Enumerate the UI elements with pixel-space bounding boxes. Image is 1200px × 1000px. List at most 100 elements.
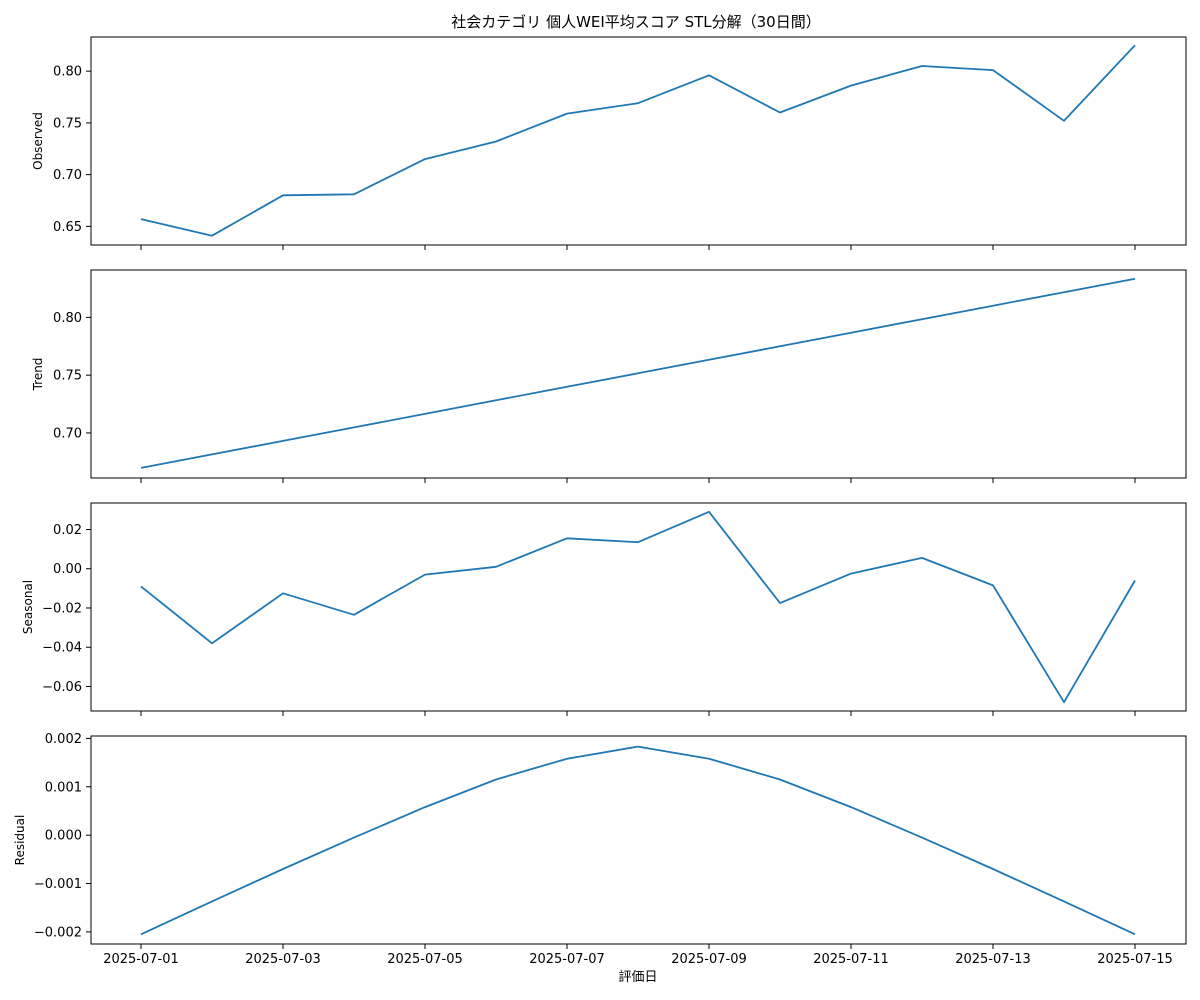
y-tick-label: 0.001 [45, 780, 82, 795]
axes-frame [90, 735, 1187, 945]
data-point [210, 234, 214, 238]
data-point [352, 425, 356, 429]
x-tick-label: 2025-07-15 [1097, 952, 1173, 967]
data-point [494, 398, 498, 402]
data-point [565, 757, 569, 761]
data-point [707, 73, 711, 77]
x-tick-label: 2025-07-01 [103, 952, 179, 967]
panels: 0.65 0.70 0.75 0.80 Observed 0.70 0.75 0.80 Tren… [13, 36, 1187, 967]
data-point [1062, 899, 1066, 903]
data-point [494, 140, 498, 144]
data-point [423, 157, 427, 161]
panel-trend: 0.70 0.75 0.80 Trend [31, 269, 1187, 483]
data-point [210, 641, 214, 645]
y-tick-label: 0.00 [53, 562, 82, 577]
data-point [849, 331, 853, 335]
chart-title: 社会カテゴリ 個人WEI平均スコア STL分解（30日間） [451, 13, 820, 31]
data-point [778, 344, 782, 348]
y-tick-label: −0.001 [34, 877, 82, 892]
x-tick-label: 2025-07-03 [245, 952, 321, 967]
data-point [139, 466, 143, 470]
data-point [139, 217, 143, 221]
data-point [352, 613, 356, 617]
data-point [920, 836, 924, 840]
x-tick-label: 2025-07-07 [529, 952, 605, 967]
y-tick-label: 0.000 [45, 829, 82, 844]
data-point [281, 193, 285, 197]
axes-frame [90, 36, 1187, 246]
y-tick-label: 0.80 [53, 65, 82, 80]
data-point [281, 867, 285, 871]
data-point [991, 304, 995, 308]
data-point [1133, 43, 1137, 47]
data-point [636, 540, 640, 544]
data-point [849, 805, 853, 809]
data-point [139, 932, 143, 936]
y-tick-label: 0.65 [53, 220, 82, 235]
y-tick-label: 0.02 [53, 523, 82, 538]
data-point [423, 573, 427, 577]
data-point [352, 192, 356, 196]
x-tick-label: 2025-07-09 [671, 952, 747, 967]
data-point [920, 556, 924, 560]
x-axis-label: 評価日 [618, 970, 657, 985]
panel-residual: −0.002 −0.001 0.000 0.001 0.002 2025-07-01 202… [13, 732, 1187, 967]
data-point [636, 371, 640, 375]
series-line-residual [140, 745, 1136, 936]
data-point [707, 510, 711, 514]
data-point [1133, 579, 1137, 583]
data-point [494, 778, 498, 782]
data-point [778, 778, 782, 782]
axes-frame [90, 269, 1187, 479]
data-point [920, 317, 924, 321]
series-line-trend [140, 277, 1136, 469]
data-point [423, 805, 427, 809]
data-point [849, 572, 853, 576]
data-point [565, 385, 569, 389]
data-point [210, 452, 214, 456]
y-tick-label: −0.04 [42, 641, 82, 656]
panel-observed: 0.65 0.70 0.75 0.80 Observed [31, 36, 1187, 250]
y-tick-label: 0.75 [53, 116, 82, 131]
data-point [1062, 290, 1066, 294]
y-tick-label: −0.06 [42, 680, 82, 695]
y-tick-label: 0.80 [53, 311, 82, 326]
data-point [139, 584, 143, 588]
y-tick-label: 0.70 [53, 168, 82, 183]
data-point [991, 867, 995, 871]
data-point [707, 757, 711, 761]
data-point [281, 591, 285, 595]
data-point [210, 899, 214, 903]
data-point [1133, 277, 1137, 281]
x-tick-label: 2025-07-13 [955, 952, 1031, 967]
axes-frame [90, 502, 1187, 712]
data-point [565, 536, 569, 540]
y-tick-label: 0.002 [45, 732, 82, 747]
data-point [636, 745, 640, 749]
y-tick-label: −0.02 [42, 601, 82, 616]
data-point [849, 84, 853, 88]
panel-seasonal: −0.06 −0.04 −0.02 0.00 0.02 Seasonal [21, 502, 1187, 716]
data-point [1062, 700, 1066, 704]
data-point [281, 439, 285, 443]
data-point [778, 111, 782, 115]
y-tick-label: −0.002 [34, 925, 82, 940]
data-point [565, 112, 569, 116]
data-point [991, 583, 995, 587]
y-axis-label: Residual [13, 815, 27, 866]
series-line-observed [140, 44, 1136, 237]
data-point [1062, 119, 1066, 123]
y-tick-label: 0.75 [53, 369, 82, 384]
data-point [352, 836, 356, 840]
data-point [920, 64, 924, 68]
y-axis-label: Trend [31, 358, 45, 392]
y-axis-label: Seasonal [21, 580, 35, 634]
x-tick-label: 2025-07-11 [813, 952, 889, 967]
x-tick-label: 2025-07-05 [387, 952, 463, 967]
data-point [636, 101, 640, 105]
data-point [494, 565, 498, 569]
data-point [1133, 932, 1137, 936]
data-point [778, 601, 782, 605]
data-point [423, 412, 427, 416]
